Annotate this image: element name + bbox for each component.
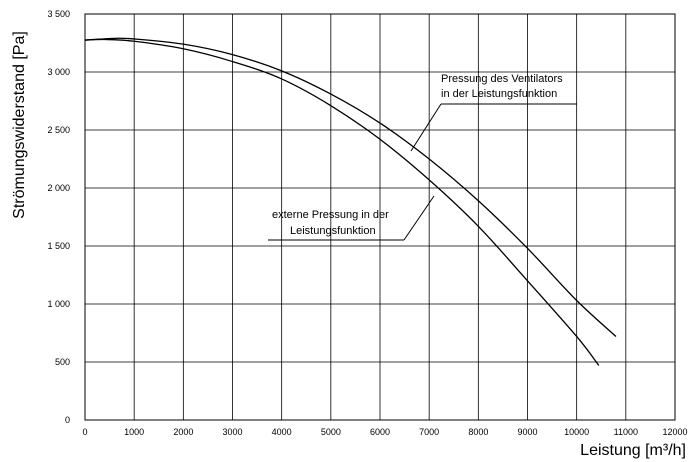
x-tick-label: 3000 [222,427,242,437]
fan-pressure-leader-line [410,103,442,152]
tick-labels: 0 1000 2000 3000 4000 5000 6000 7000 8000 9000 100… [47,9,687,437]
y-tick-label: 2 500 [47,125,70,135]
y-tick-label: 1 000 [47,299,70,309]
fan-pressure-curve [84,37,617,337]
y-tick-label: 3 500 [47,9,70,19]
x-tick-label: 4000 [272,427,292,437]
external-pressure-curve [84,38,600,366]
x-tick-label: 12000 [662,427,687,437]
annotations: Pressung des Ventilators in der Leistung… [268,73,577,241]
y-tick-label: 2 000 [47,183,70,193]
x-tick-label: 6000 [370,427,390,437]
series-lines [84,37,617,366]
x-tick-label: 0 [82,427,87,437]
x-tick-label: 2000 [173,427,193,437]
external-pressure-leader-line [403,195,435,241]
external-pressure-label-line-1: externe Pressung in der [272,209,389,221]
external-pressure-label-line-2: Leistungsfunktion [290,225,376,237]
x-tick-label: 9000 [517,427,537,437]
y-tick-label: 1 500 [47,241,70,251]
x-tick-label: 7000 [419,427,439,437]
fan-pressure-label-line-1: Pressung des Ventilators [441,73,563,85]
y-tick-label: 3 000 [47,67,70,77]
x-tick-label: 10000 [564,427,589,437]
x-tick-label: 5000 [321,427,341,437]
x-tick-label: 8000 [468,427,488,437]
y-tick-label: 500 [55,357,70,367]
plot-frame [84,13,676,421]
x-axis-label: Leistung [m³/h] [580,442,686,459]
x-tick-label: 11000 [614,427,638,437]
x-tick-label: 1000 [124,427,144,437]
fan-pressure-label-line-2: in der Leistungsfunktion [441,88,557,100]
y-axis-label: Strömungswiderstand [Pa] [11,31,28,219]
y-tick-label: 0 [65,415,70,425]
